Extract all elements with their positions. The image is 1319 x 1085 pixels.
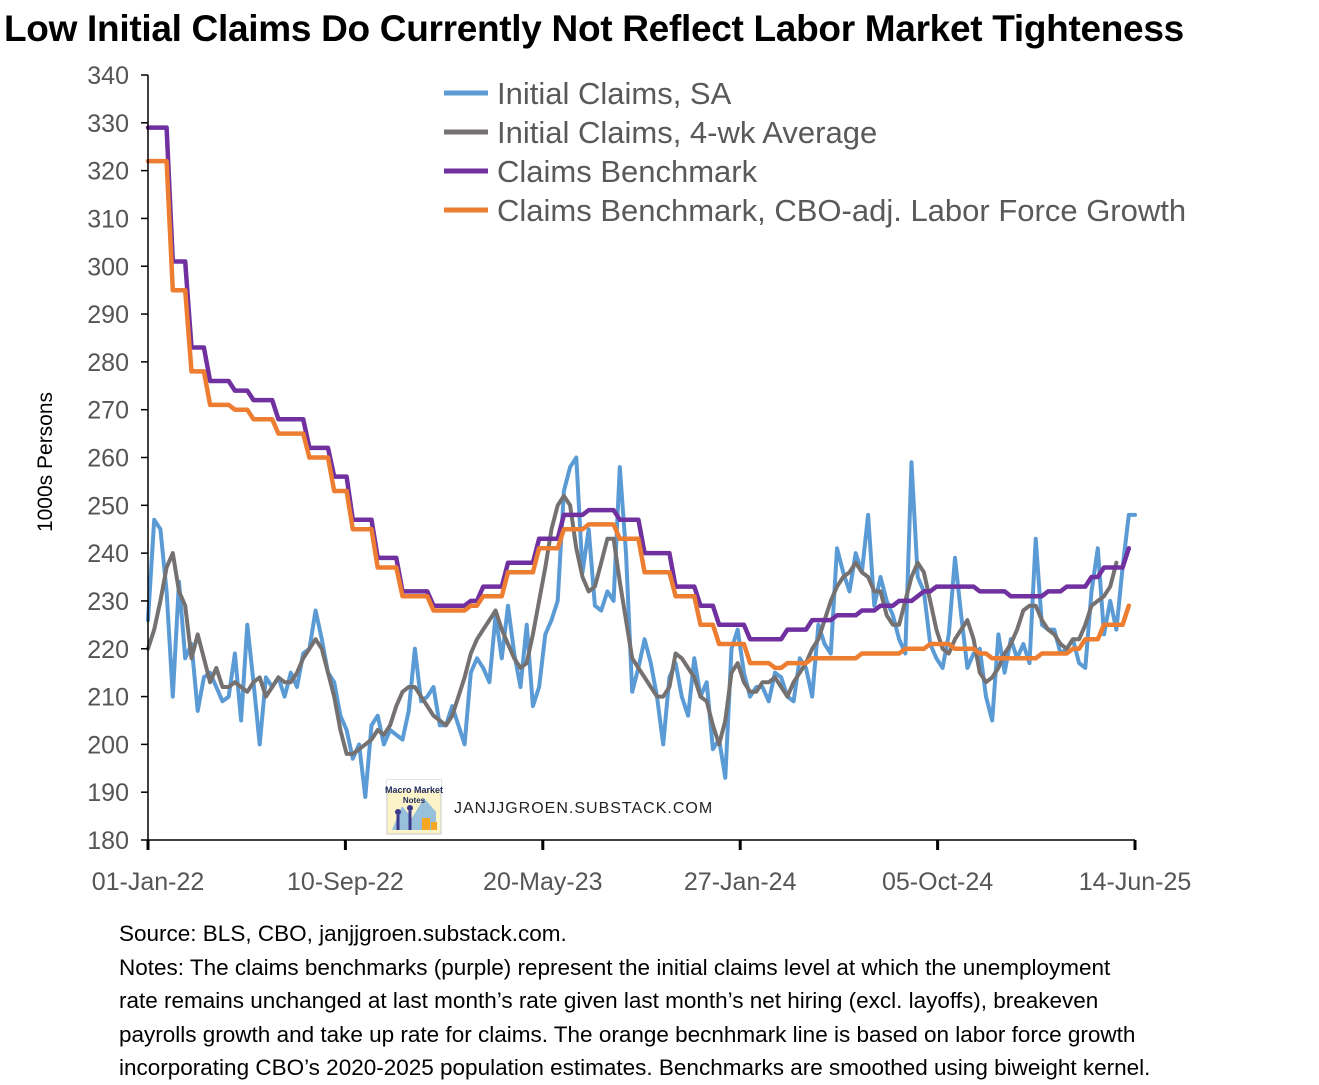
y-tick-label-270: 270	[87, 397, 129, 425]
y-tick-label-190: 190	[87, 779, 129, 807]
y-tick-label-200: 200	[87, 731, 129, 759]
series-line-1	[146, 455, 1137, 799]
y-tick-label-330: 330	[87, 110, 129, 138]
legend-label-2: Initial Claims, 4-wk Average	[497, 115, 877, 150]
x-tick-label-3: 27-Jan-24	[684, 868, 797, 896]
series-line-3	[145, 125, 1132, 642]
y-tick-label-260: 260	[87, 445, 129, 473]
x-tick-label-1: 10-Sep-22	[287, 868, 404, 896]
watermark-logo-text-2: Notes	[403, 796, 426, 805]
axes-layer: 180 190 200 210 220 230 240 250 260 270 280 290 300 3…	[87, 62, 1191, 896]
source-note: Source: BLS, CBO, janjjgroen.substack.co…	[119, 921, 567, 946]
notes-block: Source: BLS, CBO, janjjgroen.substack.co…	[119, 917, 1309, 1085]
y-tick-label-180: 180	[87, 827, 129, 855]
x-tick-label-5: 14-Jun-25	[1079, 868, 1192, 896]
y-tick-label-300: 300	[87, 253, 129, 281]
series-layer	[145, 125, 1137, 799]
y-tick-label-320: 320	[87, 158, 129, 186]
watermark-logo: Macro Market Notes	[385, 779, 443, 835]
y-tick-label-240: 240	[87, 540, 129, 568]
chart-area: 180 190 200 210 220 230 240 250 260 270 280 290 300 3…	[34, 62, 1191, 896]
notes-line-1: Notes: The claims benchmarks (purple) re…	[119, 954, 1111, 980]
series-line-2	[146, 493, 1119, 756]
x-tick-label-4: 05-Oct-24	[882, 868, 993, 896]
x-tick-label-0: 01-Jan-22	[92, 868, 205, 896]
y-tick-label-230: 230	[87, 588, 129, 616]
notes-line-3: payrolls growth and take up rate for cla…	[119, 1021, 1136, 1047]
y-tick-label-310: 310	[87, 205, 129, 233]
notes-line-2: rate remains unchanged at last month’s r…	[119, 988, 1099, 1013]
chart-title: Low Initial Claims Do Currently Not Refl…	[4, 8, 1184, 49]
y-tick-label-250: 250	[87, 492, 129, 520]
legend-label-4: Claims Benchmark, CBO-adj. Labor Force G…	[497, 193, 1186, 228]
legend: Initial Claims, SA Initial Claims, 4-wk A…	[444, 76, 1186, 228]
y-tick-label-280: 280	[87, 349, 129, 377]
x-tick-label-2: 20-May-23	[483, 868, 603, 896]
watermark-logo-text-1: Macro Market	[385, 785, 443, 795]
y-tick-label-220: 220	[87, 636, 129, 664]
y-tick-label-210: 210	[87, 684, 129, 712]
notes-line-4: incorporating CBO’s 2020-2025 population…	[119, 1055, 1151, 1080]
y-axis-label: 1000s Persons	[34, 392, 57, 532]
watermark-url: JANJJGROEN.SUBSTACK.COM	[454, 800, 713, 817]
series-line-4	[145, 158, 1132, 671]
y-tick-label-340: 340	[87, 62, 129, 90]
legend-label-3: Claims Benchmark	[497, 154, 758, 189]
watermark: Macro Market Notes JANJJGROEN.SUBSTACK.C…	[385, 779, 713, 835]
legend-label-1: Initial Claims, SA	[497, 76, 732, 111]
y-tick-label-290: 290	[87, 301, 129, 329]
